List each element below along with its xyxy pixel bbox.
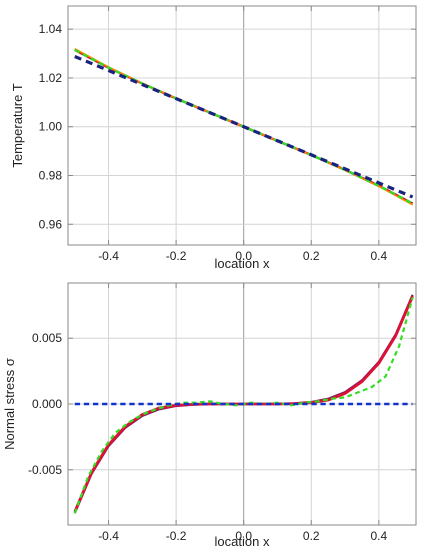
- normal-stress-y-tick-label: 0.000: [32, 397, 62, 411]
- temperature-y-tick-label: 0.96: [39, 217, 63, 231]
- normal-stress-x-tick-label: -0.2: [166, 529, 187, 543]
- normal-stress-x-tick-label: -0.4: [98, 529, 119, 543]
- temperature-x-tick-label: 0.0: [235, 249, 252, 263]
- temperature-series-group: [74, 47, 414, 206]
- temperature-series-line-4: [74, 55, 414, 199]
- temperature-plot: -0.4 -0.2 0.0 0.2 0.4 0.96 0.98 1.00 1.02 1.04 loc…: [10, 5, 417, 271]
- normal-stress-plot: -0.4 -0.2 0.0 0.2 0.4 -0.005 0.000 0.005 locatio…: [2, 282, 417, 549]
- temperature-x-tick-label: 0.4: [370, 249, 387, 263]
- temperature-x-tick-label: -0.4: [98, 249, 119, 263]
- temperature-y-tick-label: 1.02: [39, 71, 63, 85]
- temperature-y-tick-label: 1.04: [39, 22, 63, 36]
- normal-stress-x-tick-label: 0.0: [235, 529, 252, 543]
- temperature-frame: [67, 5, 417, 246]
- normal-stress-y-tick-label: 0.005: [32, 331, 62, 345]
- temperature-y-tick-label: 0.98: [39, 168, 63, 182]
- temperature-x-tick-label: -0.2: [166, 249, 187, 263]
- normal-stress-y-tick-label: -0.005: [28, 463, 62, 477]
- normal-stress-x-tick-label: 0.4: [370, 529, 387, 543]
- temperature-y-tick-label: 1.00: [39, 120, 63, 134]
- normal-stress-x-tick-label: 0.2: [303, 529, 320, 543]
- normal-stress-series-group: [73, 294, 414, 514]
- temperature-x-axis-title: location x: [215, 256, 270, 271]
- normal-stress-x-axis-title: location x: [215, 534, 270, 549]
- normal-stress-y-axis-title: Normal stress σ: [2, 358, 17, 450]
- temperature-x-tick-label: 0.2: [303, 249, 320, 263]
- temperature-y-axis-title: Temperature T: [10, 83, 25, 167]
